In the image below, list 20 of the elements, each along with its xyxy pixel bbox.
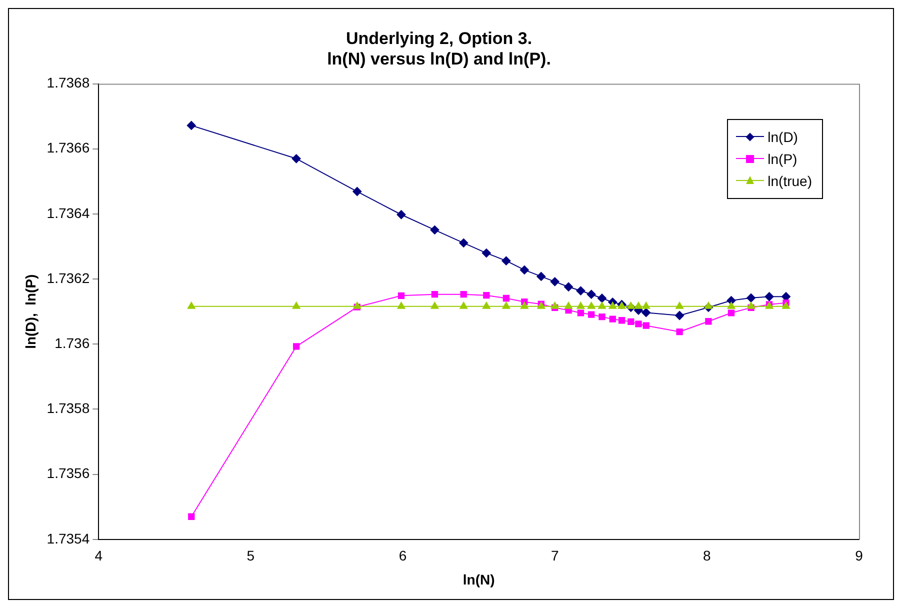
y-tick-label: 1.7366 xyxy=(46,140,90,156)
x-tick-label: 9 xyxy=(855,548,864,564)
x-tick-label: 8 xyxy=(703,548,712,564)
y-axis-title: ln(D), ln(P) xyxy=(22,274,38,349)
y-tick-label: 1.7364 xyxy=(46,204,90,221)
x-axis-title: ln(N) xyxy=(462,571,495,588)
x-tick-label: 7 xyxy=(550,548,559,564)
y-tick-label: 1.7362 xyxy=(46,270,90,286)
chart-title: Underlying 2, Option 3. ln(N) versus ln(D) and ln(P). xyxy=(327,28,551,68)
x-tick-label: 5 xyxy=(246,548,255,564)
x-tick-label: 4 xyxy=(94,548,103,564)
y-tick-label: 1.736 xyxy=(54,335,90,351)
y-tick-label: 1.7356 xyxy=(46,465,90,482)
y-tick-label: 1.7354 xyxy=(46,530,90,546)
legend-label: ln(true) xyxy=(768,173,812,189)
legend-label: ln(D) xyxy=(768,129,798,145)
y-tick-label: 1.7368 xyxy=(46,74,90,91)
legend-label: ln(P) xyxy=(768,151,798,167)
x-tick-label: 6 xyxy=(398,548,407,564)
y-tick-label: 1.7358 xyxy=(46,400,90,416)
